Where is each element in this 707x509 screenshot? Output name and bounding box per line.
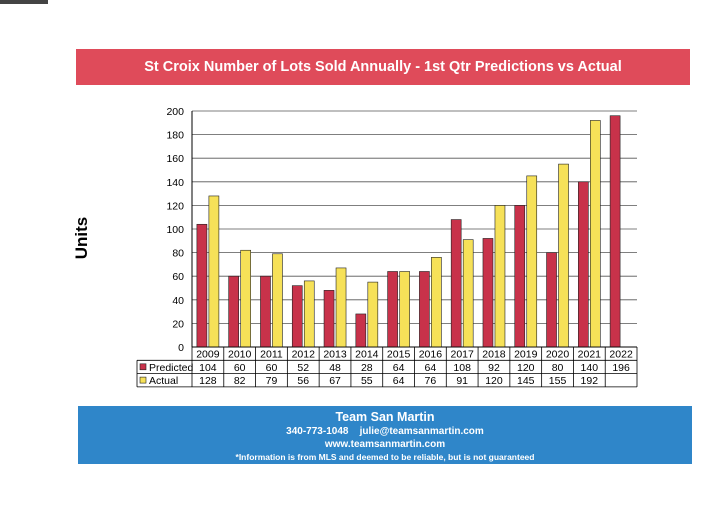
x-tick-label: 2010 xyxy=(228,349,252,361)
data-label-actual: 76 xyxy=(425,375,437,387)
data-label-actual: 155 xyxy=(549,375,567,387)
y-tick-label: 0 xyxy=(178,342,184,354)
bar-actual xyxy=(208,195,220,348)
footer-email: julie@teamsanmartin.com xyxy=(359,426,484,437)
data-label-predicted: 140 xyxy=(581,362,599,374)
x-tick-label: 2017 xyxy=(450,349,474,361)
y-tick-label: 200 xyxy=(166,106,184,118)
data-label-predicted: 52 xyxy=(297,362,309,374)
x-tick-label: 2016 xyxy=(419,349,443,361)
legend-swatch-actual xyxy=(139,376,147,384)
x-tick-label: 2022 xyxy=(609,349,633,361)
x-tick-label: 2021 xyxy=(578,349,602,361)
data-label-actual: 55 xyxy=(361,375,373,387)
x-tick-label: 2019 xyxy=(514,349,538,361)
data-label-predicted: 60 xyxy=(234,362,246,374)
bar-predicted xyxy=(196,223,208,348)
bar-actual xyxy=(367,281,379,348)
bar-actual xyxy=(303,280,315,348)
y-tick-label: 80 xyxy=(172,248,184,260)
bar-predicted xyxy=(609,115,621,348)
data-label-actual: 145 xyxy=(517,375,535,387)
bar-actual xyxy=(526,175,538,348)
y-tick-label: 140 xyxy=(166,177,184,189)
bar-actual xyxy=(558,163,569,348)
data-label-predicted: 92 xyxy=(488,362,500,374)
data-label-predicted: 28 xyxy=(361,362,373,374)
y-tick-label: 20 xyxy=(172,318,184,330)
footer-banner: Team San Martin 340-773-1048 julie@teams… xyxy=(78,406,692,464)
footer-team-name: Team San Martin xyxy=(335,410,435,424)
bar-actual xyxy=(494,205,506,348)
bar-predicted xyxy=(578,181,589,348)
bar-actual xyxy=(335,267,347,348)
data-label-actual: 128 xyxy=(199,375,217,387)
data-label-predicted: 64 xyxy=(393,362,405,374)
bar-predicted xyxy=(450,219,462,348)
data-label-predicted: 80 xyxy=(552,362,564,374)
y-tick-label: 180 xyxy=(166,130,184,142)
y-tick-label: 60 xyxy=(172,271,184,283)
bar-actual xyxy=(240,249,251,348)
data-label-actual: 91 xyxy=(456,375,468,387)
data-label-predicted: 64 xyxy=(425,362,437,374)
footer-contact: 340-773-1048 julie@teamsanmartin.com xyxy=(78,426,692,437)
bar-actual xyxy=(431,257,442,348)
data-label-actual: 56 xyxy=(297,375,309,387)
data-label-actual: 67 xyxy=(329,375,341,387)
data-label-predicted: 104 xyxy=(199,362,217,374)
bar-predicted xyxy=(291,285,303,348)
x-tick-label: 2014 xyxy=(355,349,379,361)
x-tick-label: 2012 xyxy=(292,349,316,361)
x-tick-label: 2009 xyxy=(196,349,220,361)
data-label-actual: 120 xyxy=(485,375,503,387)
x-tick-label: 2015 xyxy=(387,349,411,361)
footer-website: www.teamsanmartin.com xyxy=(324,439,446,450)
bar-predicted xyxy=(228,275,239,348)
data-label-predicted: 120 xyxy=(517,362,535,374)
x-tick-label: 2018 xyxy=(482,349,506,361)
bar-predicted xyxy=(482,238,494,348)
x-tick-label: 2011 xyxy=(260,349,283,361)
footer-phone: 340-773-1048 xyxy=(286,426,349,437)
data-label-predicted: 196 xyxy=(612,362,630,374)
bar-predicted xyxy=(260,275,271,348)
x-tick-label: 2013 xyxy=(323,349,347,361)
bar-actual xyxy=(590,120,601,348)
data-label-predicted: 60 xyxy=(266,362,278,374)
data-label-predicted: 108 xyxy=(453,362,471,374)
bar-predicted xyxy=(323,290,335,348)
chart-title-banner: St Croix Number of Lots Sold Annually - … xyxy=(76,49,690,85)
y-tick-label: 100 xyxy=(166,224,184,236)
data-label-actual: 192 xyxy=(581,375,599,387)
footer-disclaimer: *Information is from MLS and deemed to b… xyxy=(235,452,535,462)
bar-predicted xyxy=(355,313,367,348)
x-tick-label: 2020 xyxy=(546,349,570,361)
data-label-predicted: 48 xyxy=(329,362,341,374)
bar-predicted xyxy=(387,271,398,348)
legend-label-predicted: Predicted xyxy=(149,362,194,374)
y-tick-label: 40 xyxy=(172,295,184,307)
data-label-actual: 82 xyxy=(234,375,246,387)
data-label-actual: 64 xyxy=(393,375,405,387)
data-label-actual: 79 xyxy=(266,375,278,387)
bar-predicted xyxy=(514,205,526,348)
legend-swatch-predicted xyxy=(139,363,147,371)
bar-actual xyxy=(272,253,283,348)
chart-title: St Croix Number of Lots Sold Annually - … xyxy=(144,59,622,75)
bar-predicted xyxy=(546,252,557,348)
bar-predicted xyxy=(419,271,430,348)
scan-mark xyxy=(0,0,48,4)
y-tick-label: 160 xyxy=(166,153,184,165)
legend-label-actual: Actual xyxy=(149,375,178,387)
bar-actual xyxy=(462,239,474,348)
bar-actual xyxy=(399,271,410,348)
y-tick-label: 120 xyxy=(166,200,184,212)
